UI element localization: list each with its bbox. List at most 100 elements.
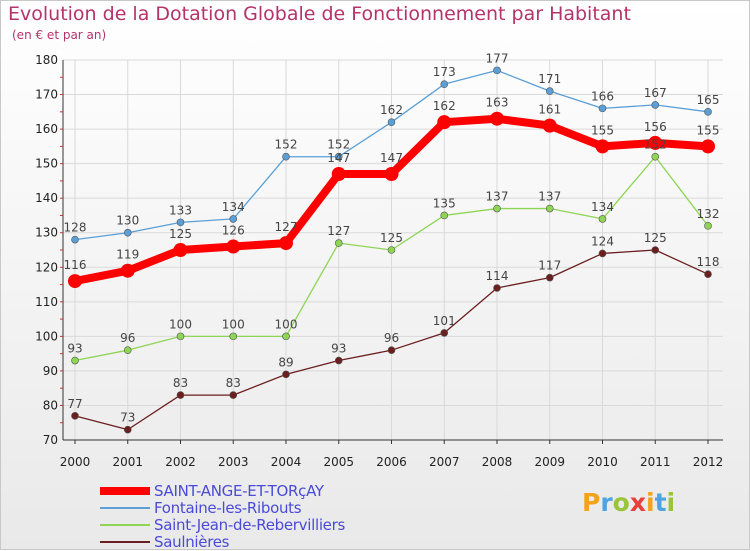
data-point-saint-ange-et-tor-ay-2006 [384,167,399,181]
data-point-saint-jean-de-rebervilliers-2008 [493,204,501,213]
legend-label: SAINT-ANGE-ET-TORçAY [154,481,324,500]
data-label-fontaine-les-ribouts-2010: 166 [591,89,614,103]
chart-title: Evolution de la Dotation Globale de Fonc… [8,3,631,25]
data-point-saulni-res-2007 [440,329,449,337]
data-label-fontaine-les-ribouts-2006: 162 [380,103,403,117]
y-tick-label-120: 120 [35,260,58,274]
data-label-saint-ange-et-tor-ay-2010: 155 [591,123,614,137]
data-label-saint-jean-de-rebervilliers-2010: 134 [591,200,614,214]
x-tick-label-2004: 2004 [271,455,302,469]
legend-swatch [100,540,150,543]
data-point-saint-ange-et-tor-ay-2000 [68,274,82,289]
x-tick-label-2006: 2006 [376,455,407,469]
data-point-saulni-res-2008 [493,284,501,292]
data-point-fontaine-les-ribouts-2008 [493,66,501,75]
proxiti-logo: Proxiti [582,488,675,517]
data-label-fontaine-les-ribouts-2004: 152 [275,138,298,152]
y-tick-label-170: 170 [35,88,58,102]
data-point-saulni-res-2003 [229,391,238,399]
data-label-fontaine-les-ribouts-2008: 177 [486,51,509,65]
legend-swatch [100,506,150,509]
data-label-saint-jean-de-rebervilliers-2008: 137 [486,190,509,204]
data-label-saint-jean-de-rebervilliers-2009: 137 [538,190,561,204]
data-label-saint-ange-et-tor-ay-2004: 127 [275,220,298,234]
y-tick-label-70: 70 [43,433,58,447]
data-label-saulni-res-2001: 73 [120,411,135,425]
data-label-fontaine-les-ribouts-2007: 173 [433,65,456,79]
data-point-fontaine-les-ribouts-2010 [598,104,607,113]
x-tick-label-2012: 2012 [693,455,724,469]
data-label-fontaine-les-ribouts-2001: 130 [116,214,139,228]
data-point-saint-ange-et-tor-ay-2002 [173,243,188,257]
data-point-saulni-res-2001 [123,425,132,434]
logo-letter: i [666,488,676,517]
data-label-fontaine-les-ribouts-2009: 171 [538,72,561,86]
x-tick-label-2003: 2003 [218,455,249,469]
data-label-fontaine-les-ribouts-2002: 133 [169,203,192,217]
data-label-saint-ange-et-tor-ay-2005: 147 [327,151,350,165]
data-label-saulni-res-2011: 125 [644,231,667,245]
legend-item: Fontaine-les-Ribouts [100,498,345,517]
y-tick-label-160: 160 [35,122,58,136]
logo-letter: x [629,488,646,517]
data-point-fontaine-les-ribouts-2009 [545,87,554,95]
data-label-saulni-res-2000: 77 [67,397,82,411]
legend-label: Fontaine-les-Ribouts [154,498,302,517]
data-point-saint-ange-et-tor-ay-2011 [648,135,663,150]
data-label-saint-ange-et-tor-ay-2003: 126 [222,224,245,238]
data-point-saint-jean-de-rebervilliers-2000 [71,356,79,365]
y-tick-label-90: 90 [43,364,58,378]
data-point-saint-ange-et-tor-ay-2010 [595,139,610,154]
data-point-fontaine-les-ribouts-2012 [704,108,712,116]
data-label-saint-ange-et-tor-ay-2011: 156 [644,120,667,134]
data-label-fontaine-les-ribouts-2011: 167 [644,86,667,100]
chart-subtitle: (en € et par an) [12,28,107,42]
data-point-saulni-res-2009 [545,273,554,282]
data-point-saint-ange-et-tor-ay-2004 [279,236,293,251]
data-point-saint-ange-et-tor-ay-2009 [542,118,557,133]
data-point-saint-ange-et-tor-ay-2008 [490,111,504,126]
legend-label: Saint-Jean-de-Rebervilliers [154,515,345,534]
y-tick-label-140: 140 [35,191,58,205]
data-label-saulni-res-2005: 93 [331,342,346,356]
data-point-fontaine-les-ribouts-2001 [123,228,132,237]
data-label-saint-jean-de-rebervilliers-2003: 100 [222,317,245,331]
data-point-fontaine-les-ribouts-2005 [334,152,343,161]
data-point-fontaine-les-ribouts-2004 [282,152,290,161]
y-tick-label-180: 180 [35,53,58,67]
x-tick-label-2010: 2010 [587,455,618,469]
data-label-saulni-res-2002: 83 [173,376,188,390]
data-point-fontaine-les-ribouts-2003 [229,215,238,223]
x-tick-label-2000: 2000 [60,455,91,469]
y-tick-label-110: 110 [35,295,58,309]
data-label-saint-jean-de-rebervilliers-2004: 100 [275,317,298,331]
data-label-saulni-res-2007: 101 [433,314,456,328]
data-label-saulni-res-2009: 117 [538,259,561,273]
x-tick-label-2011: 2011 [640,455,671,469]
x-tick-label-2007: 2007 [429,455,460,469]
y-tick-label-130: 130 [35,226,58,240]
data-label-saint-jean-de-rebervilliers-2002: 100 [169,317,192,331]
data-label-saint-jean-de-rebervilliers-2000: 93 [67,342,82,356]
x-tick-label-2009: 2009 [534,455,565,469]
data-label-saulni-res-2010: 124 [591,234,614,248]
data-label-fontaine-les-ribouts-2000: 128 [64,221,87,235]
data-label-saint-ange-et-tor-ay-2000: 116 [64,258,87,272]
legend-item: Saint-Jean-de-Rebervilliers [100,515,345,534]
data-point-saint-jean-de-rebervilliers-2001 [123,346,132,354]
data-point-saint-jean-de-rebervilliers-2010 [598,215,607,223]
logo-letter: t [654,488,667,517]
data-label-saint-jean-de-rebervilliers-2012: 132 [697,207,720,221]
data-point-saint-ange-et-tor-ay-2007 [437,115,452,130]
legend-swatch [100,486,150,495]
data-point-saulni-res-2000 [71,412,79,420]
data-label-saulni-res-2012: 118 [697,255,720,269]
data-point-saint-ange-et-tor-ay-2003 [226,239,241,254]
logo-letter: i [646,488,655,517]
x-tick-label-2008: 2008 [482,455,513,469]
logo-letter: o [612,488,630,517]
data-label-saint-jean-de-rebervilliers-2005: 127 [327,224,350,238]
data-point-saint-ange-et-tor-ay-2005 [331,167,346,181]
data-point-saint-jean-de-rebervilliers-2005 [334,239,343,247]
data-point-saint-ange-et-tor-ay-2001 [120,263,135,278]
